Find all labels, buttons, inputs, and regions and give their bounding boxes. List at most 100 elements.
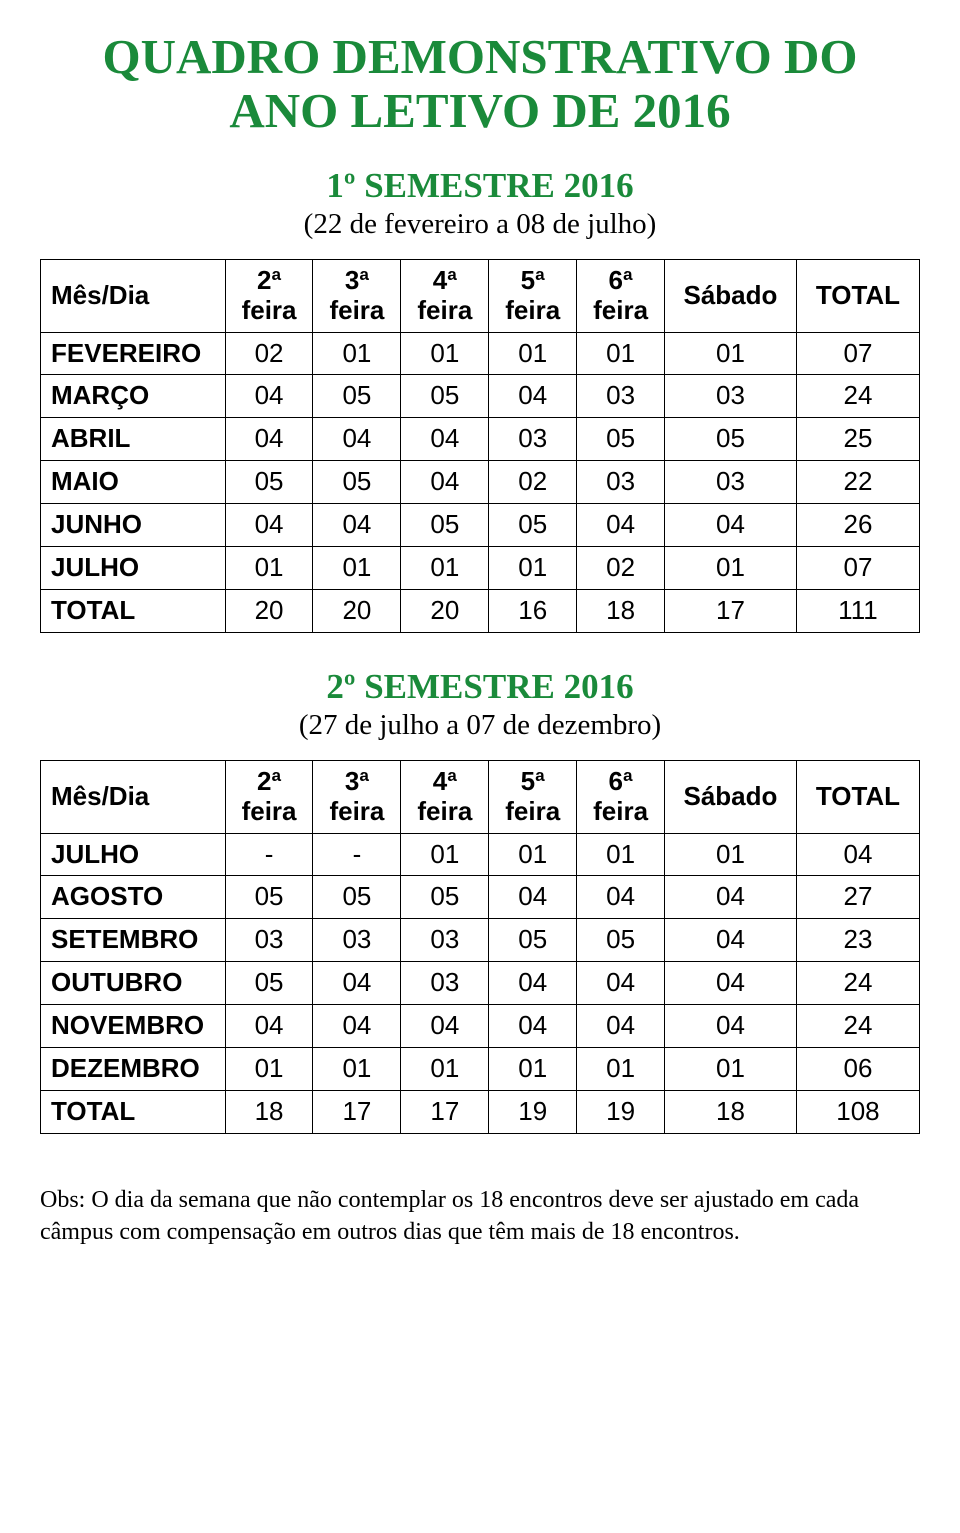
cell-value: 22	[796, 461, 919, 504]
cell-value: 01	[313, 547, 401, 590]
cell-value: 03	[489, 418, 577, 461]
cell-value: 04	[665, 919, 797, 962]
cell-value: 04	[665, 1005, 797, 1048]
row-label: MARÇO	[41, 375, 226, 418]
cell-value: 01	[401, 332, 489, 375]
cell-value: 05	[225, 876, 313, 919]
cell-value: 01	[665, 547, 797, 590]
cell-value: 05	[313, 375, 401, 418]
table-row: DEZEMBRO01010101010106	[41, 1048, 920, 1091]
col-sabado: Sábado	[665, 259, 797, 332]
cell-value: 03	[665, 375, 797, 418]
cell-value: 24	[796, 962, 919, 1005]
cell-value: 03	[401, 962, 489, 1005]
semester1-body: FEVEREIRO02010101010107MARÇO040505040303…	[41, 332, 920, 632]
semester1-range: (22 de fevereiro a 08 de julho)	[40, 208, 920, 241]
row-label: MAIO	[41, 461, 226, 504]
cell-value: 05	[401, 504, 489, 547]
cell-value: 04	[225, 418, 313, 461]
cell-value: 01	[313, 332, 401, 375]
cell-value: -	[313, 833, 401, 876]
row-label: JUNHO	[41, 504, 226, 547]
cell-value: 01	[225, 547, 313, 590]
table-row: MARÇO04050504030324	[41, 375, 920, 418]
cell-value: 03	[665, 461, 797, 504]
cell-value: 02	[225, 332, 313, 375]
row-label: NOVEMBRO	[41, 1005, 226, 1048]
cell-value: 23	[796, 919, 919, 962]
row-label: AGOSTO	[41, 876, 226, 919]
cell-value: 04	[489, 876, 577, 919]
cell-value: 01	[401, 833, 489, 876]
cell-value: 04	[489, 375, 577, 418]
cell-value: 04	[665, 504, 797, 547]
cell-value: 04	[313, 962, 401, 1005]
table-row: AGOSTO05050504040427	[41, 876, 920, 919]
semester2-table: Mês/Dia 2ªfeira 3ªfeira 4ªfeira 5ªfeira …	[40, 760, 920, 1134]
cell-value: 04	[577, 962, 665, 1005]
cell-value: 111	[796, 589, 919, 632]
cell-value: 02	[489, 461, 577, 504]
cell-value: 01	[313, 1048, 401, 1091]
col-2a: 2ªfeira	[225, 760, 313, 833]
col-5a: 5ªfeira	[489, 259, 577, 332]
cell-value: 24	[796, 375, 919, 418]
cell-value: 03	[313, 919, 401, 962]
cell-value: 01	[665, 833, 797, 876]
table-row: TOTAL202020161817111	[41, 589, 920, 632]
cell-value: 20	[313, 589, 401, 632]
cell-value: 01	[401, 1048, 489, 1091]
cell-value: 04	[489, 962, 577, 1005]
cell-value: 18	[665, 1090, 797, 1133]
table-row: OUTUBRO05040304040424	[41, 962, 920, 1005]
cell-value: 06	[796, 1048, 919, 1091]
cell-value: 24	[796, 1005, 919, 1048]
cell-value: 01	[665, 332, 797, 375]
cell-value: 108	[796, 1090, 919, 1133]
row-label: SETEMBRO	[41, 919, 226, 962]
cell-value: 05	[489, 919, 577, 962]
col-2a: 2ªfeira	[225, 259, 313, 332]
cell-value: 17	[313, 1090, 401, 1133]
cell-value: 05	[313, 461, 401, 504]
cell-value: 04	[313, 1005, 401, 1048]
row-label: JULHO	[41, 547, 226, 590]
title-line-1: QUADRO DEMONSTRATIVO DO	[103, 29, 858, 84]
cell-value: 04	[489, 1005, 577, 1048]
cell-value: 17	[665, 589, 797, 632]
semester2-range: (27 de julho a 07 de dezembro)	[40, 709, 920, 742]
cell-value: 27	[796, 876, 919, 919]
cell-value: 02	[577, 547, 665, 590]
semester1-title: 1º SEMESTRE 2016	[40, 166, 920, 206]
col-total: TOTAL	[796, 760, 919, 833]
cell-value: 03	[577, 461, 665, 504]
cell-value: 01	[489, 833, 577, 876]
cell-value: 03	[225, 919, 313, 962]
col-sabado: Sábado	[665, 760, 797, 833]
table-row: JULHO--0101010104	[41, 833, 920, 876]
cell-value: 01	[401, 547, 489, 590]
table-header-row: Mês/Dia 2ªfeira 3ªfeira 4ªfeira 5ªfeira …	[41, 259, 920, 332]
footnote: Obs: O dia da semana que não contemplar …	[40, 1184, 920, 1249]
row-label: FEVEREIRO	[41, 332, 226, 375]
table-row: ABRIL04040403050525	[41, 418, 920, 461]
cell-value: 05	[313, 876, 401, 919]
col-3a: 3ªfeira	[313, 760, 401, 833]
semester2-title: 2º SEMESTRE 2016	[40, 667, 920, 707]
table-row: FEVEREIRO02010101010107	[41, 332, 920, 375]
cell-value: 01	[225, 1048, 313, 1091]
cell-value: 04	[577, 876, 665, 919]
cell-value: 19	[577, 1090, 665, 1133]
row-label: TOTAL	[41, 1090, 226, 1133]
cell-value: 01	[489, 1048, 577, 1091]
cell-value: 04	[401, 418, 489, 461]
cell-value: 26	[796, 504, 919, 547]
cell-value: 04	[401, 461, 489, 504]
cell-value: 05	[401, 375, 489, 418]
cell-value: 16	[489, 589, 577, 632]
row-label: ABRIL	[41, 418, 226, 461]
cell-value: 05	[489, 504, 577, 547]
row-label: JULHO	[41, 833, 226, 876]
cell-value: 25	[796, 418, 919, 461]
cell-value: 18	[225, 1090, 313, 1133]
